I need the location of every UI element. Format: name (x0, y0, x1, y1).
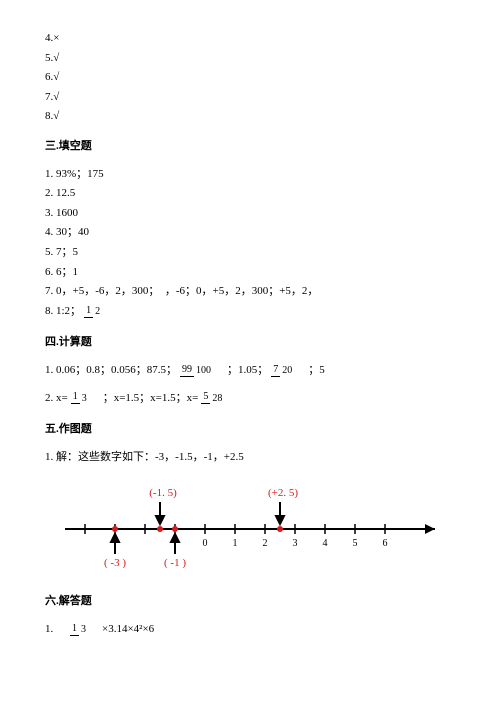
fraction: 99 100 (180, 365, 213, 377)
tf-item-7: 7.√ (45, 89, 455, 107)
frac-den: 2 (93, 306, 102, 317)
tick-3: 3 (293, 538, 298, 549)
tf-item-6: 6.√ (45, 69, 455, 87)
tick-0: 0 (203, 538, 208, 549)
section-4-title: 四.计算题 (45, 334, 455, 352)
tf-item-4: 4.× (45, 30, 455, 48)
tick-4: 4 (323, 538, 328, 549)
frac-num: 5 (201, 392, 210, 404)
s3-item-8-pre: 8. 1:2； (45, 303, 81, 321)
s3-item-7: 7. 0，+5，-6，2，300； ，-6；0，+5，2，300；+5，2， (45, 283, 455, 301)
section-5-title: 五.作图题 (45, 421, 455, 439)
tf-item-5: 5.√ (45, 50, 455, 68)
label-m3: ( -3 ) (104, 557, 126, 569)
s6-row-1: 1. 1 3 ×3.14×4²×6 (45, 621, 455, 639)
s3-item-3: 3. 1600 (45, 205, 455, 223)
section-3-title: 三.填空题 (45, 138, 455, 156)
s4-row-1: 1. 0.06；0.8；0.056；87.5； 99 100 ；1.05； 7 … (45, 362, 455, 380)
frac-den: 3 (80, 393, 89, 404)
section-6-title: 六.解答题 (45, 593, 455, 611)
s3-item-6: 6. 6；1 (45, 264, 455, 282)
arrows-up (111, 534, 179, 554)
number-line-figure: 0 1 2 3 4 5 6 (-1. 5) (+2. 5) ( -3 ) ( -… (55, 474, 445, 569)
fraction: 7 20 (271, 365, 294, 377)
frac-den: 28 (210, 393, 224, 404)
frac-den: 3 (79, 624, 88, 635)
arrows-down (156, 502, 284, 524)
s3-item-5: 5. 7；5 (45, 244, 455, 262)
s6-r1-a: 1. (45, 621, 67, 639)
fraction: 5 28 (201, 392, 224, 404)
frac-num: 1 (70, 624, 79, 636)
s4-r2-a: 2. x= (45, 390, 68, 408)
tick-6: 6 (383, 538, 388, 549)
s3-item-2: 2. 12.5 (45, 185, 455, 203)
s3-item-1: 1. 93%；175 (45, 166, 455, 184)
frac-num: 7 (271, 365, 280, 377)
s3-item-4: 4. 30；40 (45, 224, 455, 242)
frac-den: 20 (280, 365, 294, 376)
frac-den: 100 (194, 365, 213, 376)
tf-item-8: 8.√ (45, 108, 455, 126)
s5-text: 1. 解：这些数字如下：-3，-1.5，-1，+2.5 (45, 449, 455, 467)
label-p25: (+2. 5) (268, 487, 298, 499)
fraction: 1 3 (70, 624, 88, 636)
s4-r1-c: ；5 (297, 362, 325, 380)
tick-5: 5 (353, 538, 358, 549)
s4-r2-b: ；x=1.5；x=1.5；x= (92, 390, 199, 408)
axis (65, 524, 435, 534)
s4-r1-a: 1. 0.06；0.8；0.056；87.5； (45, 362, 177, 380)
s6-r1-b: ×3.14×4²×6 (91, 621, 154, 639)
s4-row-2: 2. x= 1 3 ；x=1.5；x=1.5；x= 5 28 (45, 390, 455, 408)
frac-num: 1 (71, 392, 80, 404)
s3-item-8: 8. 1:2； 1 2 (45, 303, 455, 321)
s4-r1-b: ；1.05； (216, 362, 268, 380)
label-m15: (-1. 5) (149, 487, 177, 499)
frac-num: 99 (180, 365, 194, 377)
tick-labels: 0 1 2 3 4 5 6 (203, 538, 388, 549)
tick-1: 1 (233, 538, 238, 549)
tick-2: 2 (263, 538, 268, 549)
fraction: 1 2 (84, 306, 102, 318)
frac-num: 1 (84, 306, 93, 318)
fraction: 1 3 (71, 392, 89, 404)
label-m1: ( -1 ) (164, 557, 186, 569)
